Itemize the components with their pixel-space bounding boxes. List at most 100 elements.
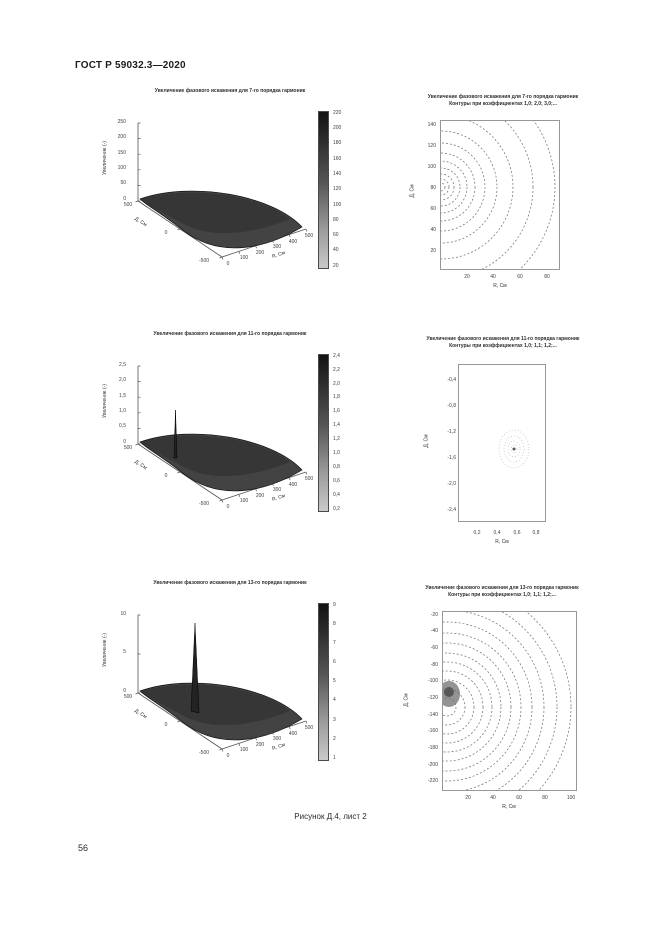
y-axis-label: Д, См: [423, 433, 430, 448]
tick-label: 7: [333, 640, 336, 646]
document-header: ГОСТ Р 59032.3—2020: [75, 60, 186, 71]
x-tick: 0,8: [532, 529, 540, 536]
r-axis-tick: 200: [255, 492, 265, 499]
x-tick: 60: [516, 794, 522, 801]
plot-area: Д, См -20 -40 -60 -80 -100 -120 -140 -160 -180 -2…: [402, 599, 602, 810]
tick-label: 150: [117, 149, 126, 156]
surface-spike: [173, 409, 178, 458]
surface-spike: [190, 622, 200, 714]
r-axis-tick: 500: [304, 724, 314, 731]
tick-label: 2,0: [119, 377, 126, 384]
r-axis-tick: 400: [288, 730, 298, 737]
tick-label: 0: [123, 195, 126, 202]
tick-label: 1,4: [333, 422, 340, 429]
d-axis-tick: 0: [164, 721, 168, 728]
colorbar-gradient: [319, 111, 328, 268]
tick-label: 5: [333, 678, 336, 685]
r-axis-tick: 500: [304, 232, 314, 239]
tick-label: 60: [333, 232, 339, 239]
plot-area: Увеличение (-) 10 5 0 500 0 -500 Д, См 0 1…: [100, 587, 360, 779]
colorbar-gradient: [319, 354, 328, 511]
x-tick: 20: [465, 794, 471, 801]
d-axis-tick: -500: [198, 749, 210, 756]
tick-label: -2,0: [447, 481, 456, 488]
x-axis-label: R, См: [502, 803, 516, 810]
tick-label: 1: [333, 754, 336, 761]
tick-label: 120: [427, 142, 436, 149]
contour-blob-core: [444, 686, 454, 697]
tick-label: -60: [430, 644, 438, 651]
tick-label: 2: [333, 735, 336, 742]
colorbar: [318, 353, 329, 512]
tick-label: 1,8: [333, 394, 340, 401]
tick-label: -0,4: [447, 376, 456, 383]
d-axis-tick: 500: [123, 444, 133, 451]
tick-label: -0,8: [447, 402, 456, 409]
y-axis-ticks: 140 120 100 80 60 40 20: [420, 120, 436, 270]
tick-label: -140: [427, 711, 438, 718]
tick-label: 4: [333, 697, 336, 704]
plot-area: Увеличение (-) 250 200 150 100 50 0 500 0 -50…: [100, 95, 360, 287]
colorbar-gradient: [319, 603, 328, 760]
axis-tick-marks: [135, 122, 308, 260]
colorbar-ticks: 220 200 180 160 140 120 100 80 60 40 20: [333, 109, 353, 269]
plot-area: Д, См -0,4 -0,8 -1,2 -1,6 -2,0 -2,4 0,2 0,4 0…: [412, 350, 594, 550]
tick-label: -2,4: [447, 507, 456, 514]
contour-lines: [498, 429, 530, 468]
figure-subtitle: Контуры при коэффициентах 1,0; 1,1; 1,2;…: [449, 342, 557, 349]
figure-subtitle: Контуры при коэффициентах 1,0; 2,0; 3,0;…: [449, 100, 557, 107]
tick-label: 140: [427, 121, 436, 128]
contour-plot: [458, 363, 546, 522]
tick-label: 40: [430, 227, 436, 234]
surface-shading: [140, 192, 290, 233]
contour-lines: [443, 611, 572, 790]
figure-title: Увеличение фазового искажения для 11-го …: [426, 336, 580, 342]
tick-label: 9: [333, 601, 336, 608]
d-axis-tick: 500: [123, 693, 133, 700]
tick-label: 5: [123, 649, 126, 656]
tick-label: 50: [120, 180, 126, 187]
x-tick: 0,2: [473, 529, 481, 536]
d-axis-tick: -500: [198, 257, 210, 264]
tick-label: 3: [333, 716, 336, 723]
tick-label: 1,5: [119, 392, 126, 399]
tick-label: 40: [333, 247, 339, 254]
figure-contour-7th-order: Увеличение фазового искажения для 7-го п…: [408, 94, 598, 294]
tick-label: 6: [333, 659, 336, 666]
tick-label: 0,5: [119, 423, 126, 430]
figure-title: Увеличение фазового искажения для 7-го п…: [154, 88, 306, 94]
x-tick: 0,4: [493, 529, 501, 536]
tick-label: -120: [427, 694, 438, 701]
tick-label: -200: [427, 761, 438, 768]
r-axis-tick: 300: [272, 243, 282, 250]
tick-label: 2,4: [333, 352, 340, 359]
y-axis-label: Д, См: [403, 692, 410, 707]
contour-center-dot: [512, 447, 516, 450]
tick-label: -100: [427, 678, 438, 685]
tick-label: 100: [333, 201, 342, 208]
tick-label: -1,2: [447, 428, 456, 435]
x-axis-label: R, См: [495, 538, 509, 545]
tick-label: 0,4: [333, 491, 340, 498]
figure-title: Увеличение фазового искажения для 11-го …: [153, 331, 307, 337]
tick-label: 250: [117, 118, 126, 125]
tick-label: 0,8: [333, 464, 340, 470]
x-tick: 0,6: [513, 529, 521, 536]
tick-label: 220: [333, 109, 342, 116]
contour-lines: [441, 120, 556, 269]
plot-area: Д, См 140 120 100 80 60 40 20 20 40 60 80 R, С…: [408, 108, 598, 292]
colorbar: [318, 602, 329, 761]
surface-shading: [140, 435, 290, 476]
figure-contour-11th-order: Увеличение фазового искажения для 11-го …: [412, 336, 594, 554]
tick-label: -20: [430, 611, 438, 618]
plot-area: Увеличение (-) 2,5 2,0 1,5 1,0 0,5 0 500 0 -5…: [100, 338, 360, 530]
tick-label: 100: [117, 164, 126, 171]
y-axis-ticks: 10 5 0: [110, 611, 126, 694]
figure-caption: Рисунок Д.4, лист 2: [294, 812, 367, 821]
tick-label: 8: [333, 620, 336, 627]
y-axis-ticks: -0,4 -0,8 -1,2 -1,6 -2,0 -2,4: [436, 364, 456, 522]
tick-label: -160: [427, 728, 438, 735]
tick-label: 1,2: [333, 436, 340, 443]
figure-3d-7th-order: Увеличение фазового искажения для 7-го п…: [100, 88, 360, 293]
